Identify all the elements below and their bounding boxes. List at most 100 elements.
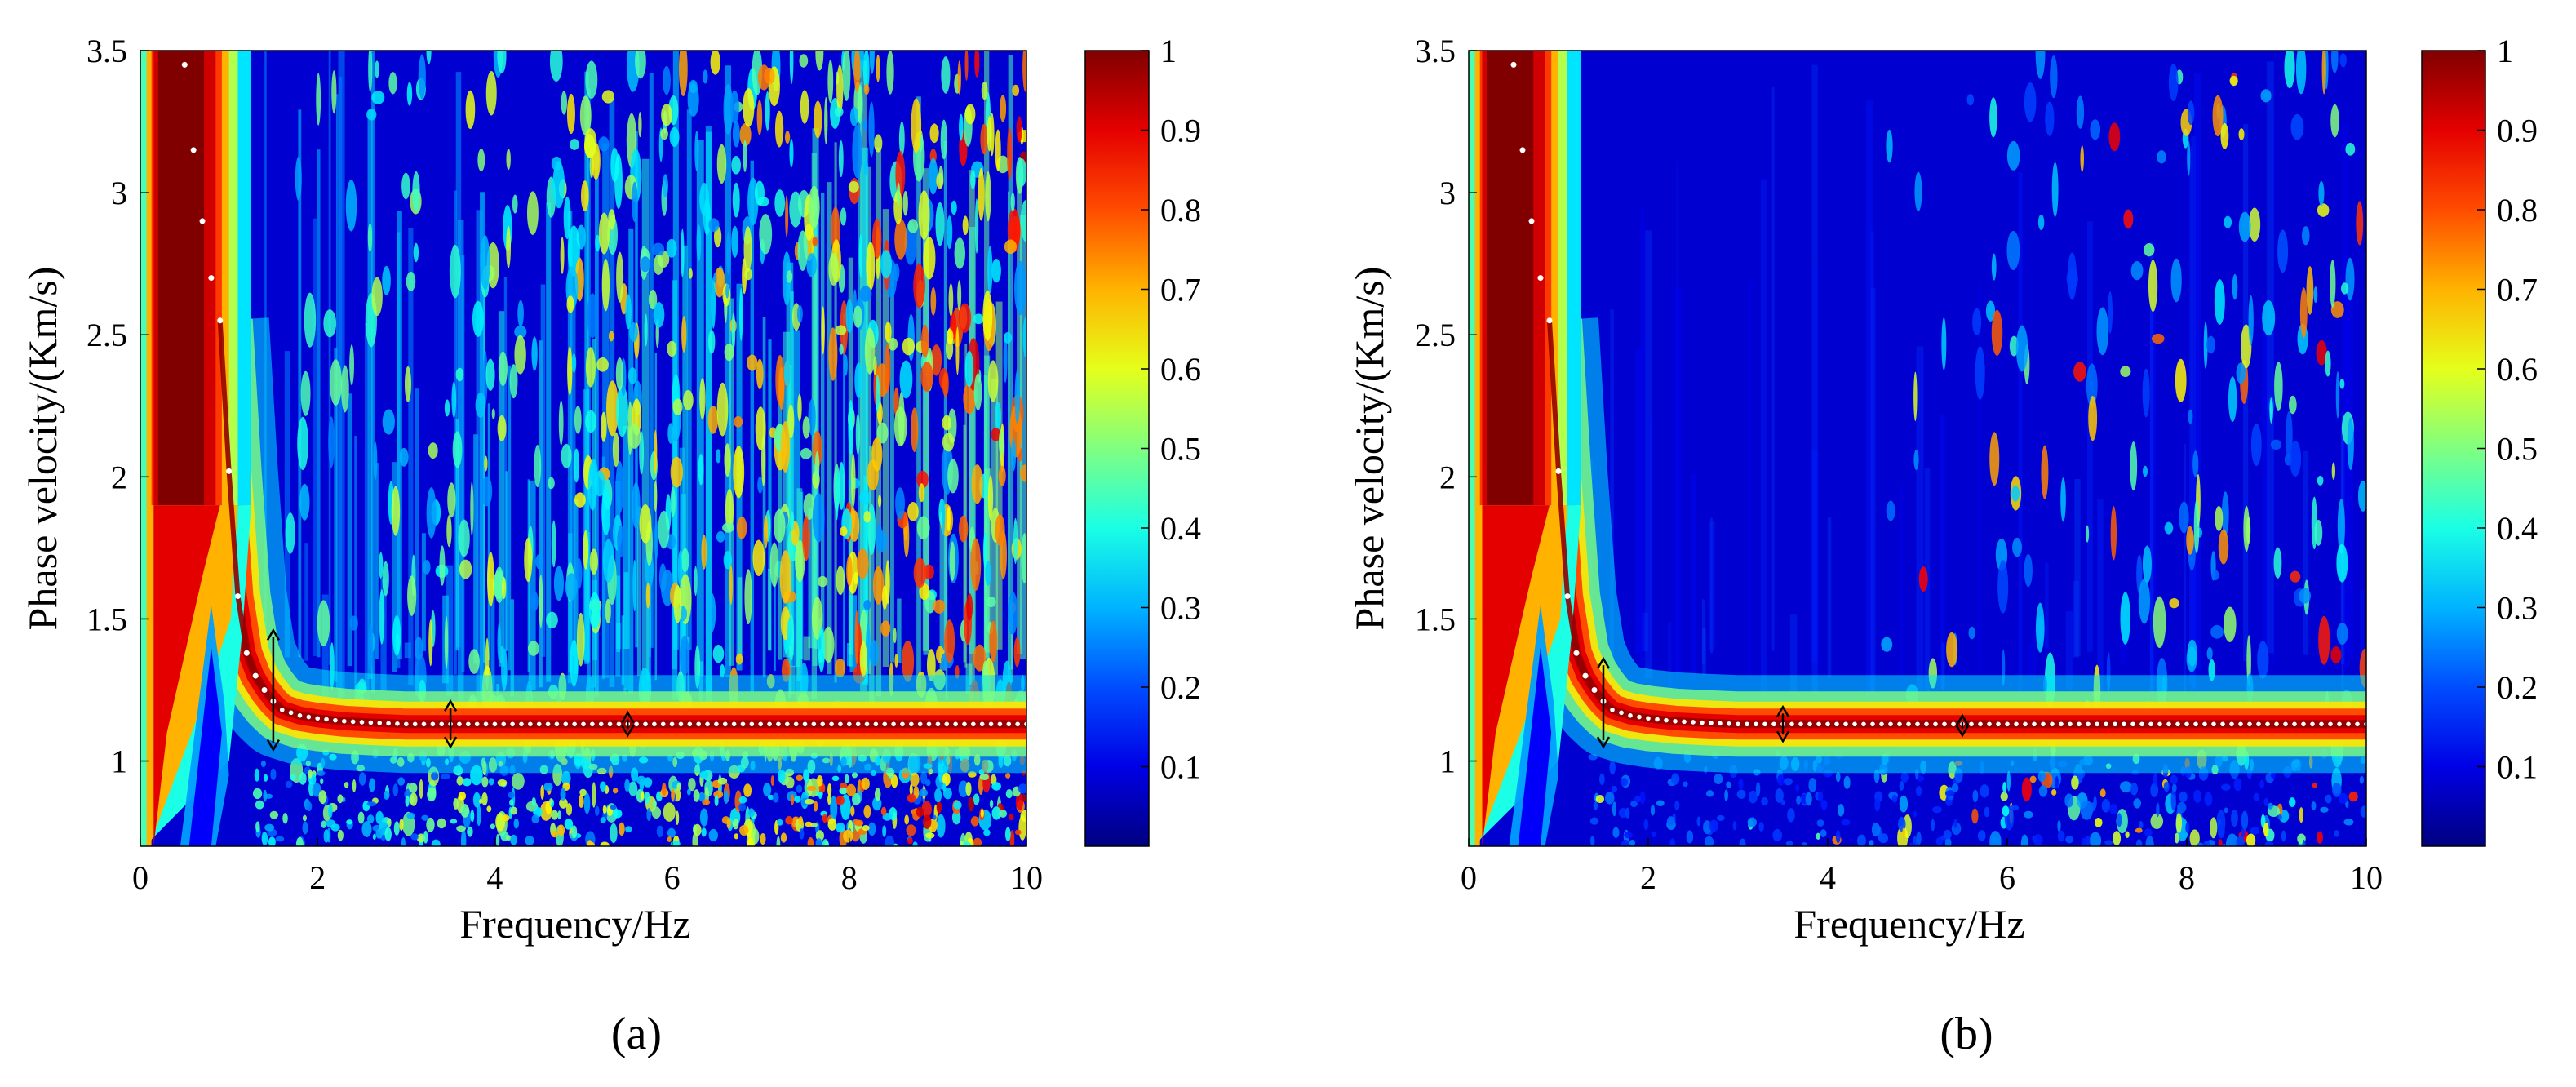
speckle (1005, 788, 1013, 799)
speckle (796, 304, 803, 323)
speckle (964, 104, 976, 125)
speckle (268, 836, 276, 846)
speckle (486, 805, 492, 813)
speckle (2210, 817, 2218, 839)
dispersion-point (1564, 593, 1571, 600)
speckle (1908, 842, 1917, 846)
x-tick-label: 8 (2179, 859, 2195, 896)
panel-a: 0 2 4 6 8 10 1 1.5 2 2.5 3 3.5 Frequency/Hz Phase vel… (20, 33, 1201, 1059)
dispersion-point (483, 721, 489, 727)
speckle (845, 299, 853, 334)
x-tick-label: 4 (486, 859, 503, 896)
speckle (796, 784, 803, 793)
noise-streak (321, 594, 329, 697)
speckle (524, 537, 533, 583)
speckle (858, 233, 862, 278)
dispersion-point (944, 721, 950, 727)
speckle (893, 406, 907, 446)
speckle (790, 794, 795, 805)
speckle (667, 340, 677, 357)
speckle (2246, 833, 2256, 846)
dispersion-point (2256, 721, 2261, 727)
speckle (918, 483, 925, 503)
speckle (839, 787, 849, 795)
speckle (306, 801, 313, 812)
speckle (812, 493, 825, 543)
speckle (612, 432, 620, 468)
dispersion-point (1816, 721, 1821, 727)
speckle (1931, 819, 1935, 832)
noise-streak (347, 393, 352, 667)
x-tick-label: 2 (309, 859, 326, 896)
x-axis-label: Frequency/Hz (1793, 901, 2024, 947)
speckle (302, 814, 307, 822)
speckle (2222, 843, 2226, 846)
speckle (2168, 63, 2179, 101)
noise-streak (487, 403, 490, 661)
low-energy-wedge (188, 647, 222, 846)
speckle (743, 226, 752, 273)
speckle (894, 653, 898, 668)
speckle (2269, 397, 2273, 424)
speckle (974, 198, 979, 254)
speckle (2175, 832, 2179, 844)
speckle (366, 801, 377, 807)
speckle (759, 213, 773, 255)
speckle (885, 343, 891, 393)
speckle (2035, 51, 2046, 79)
speckle (401, 172, 410, 200)
speckle (551, 810, 559, 820)
speckle (822, 839, 830, 846)
speckle (947, 459, 959, 494)
speckle (399, 819, 404, 832)
speckle (1611, 785, 1618, 792)
speckle (830, 796, 838, 822)
noise-streak (587, 88, 591, 690)
speckle (854, 362, 863, 399)
speckle (2260, 814, 2266, 828)
speckle (379, 552, 384, 579)
noise-streak (686, 109, 692, 650)
speckle (321, 820, 327, 828)
speckle (797, 230, 808, 272)
speckle (803, 493, 815, 521)
noise-streak (2262, 317, 2269, 687)
speckle (2295, 51, 2307, 95)
speckle (828, 327, 838, 381)
speckle (799, 54, 809, 68)
speckle (497, 622, 502, 662)
speckle (859, 641, 867, 677)
speckle (2015, 325, 2028, 372)
speckle (598, 212, 610, 255)
dispersion-point (1700, 720, 1705, 725)
speckle (1932, 805, 1942, 814)
speckle (948, 283, 954, 317)
speckle (881, 585, 888, 610)
y-tick-label: 2 (111, 459, 127, 495)
speckle (822, 626, 835, 663)
noise-streak (2065, 610, 2073, 690)
speckle (708, 330, 716, 354)
speckle (973, 837, 982, 846)
dispersion-point (457, 721, 462, 727)
noise-streak (2360, 589, 2365, 688)
speckle (2096, 307, 2109, 356)
speckle (494, 566, 504, 604)
dispersion-point (1519, 147, 1526, 153)
noise-streak (774, 569, 776, 671)
speckle (1726, 781, 1731, 788)
speckle (863, 83, 870, 95)
speckle (935, 202, 945, 246)
noise-streak (1645, 230, 1652, 680)
speckle (450, 819, 458, 824)
speckle (2236, 362, 2246, 384)
colorbar-gradient (2421, 50, 2486, 847)
dispersion-point (190, 147, 197, 153)
speckle (921, 801, 932, 818)
speckle (598, 136, 610, 152)
speckle (1843, 775, 1851, 789)
noise-streak (2027, 643, 2032, 702)
speckle (942, 783, 947, 792)
speckle (1808, 778, 1817, 792)
speckle (670, 840, 681, 846)
